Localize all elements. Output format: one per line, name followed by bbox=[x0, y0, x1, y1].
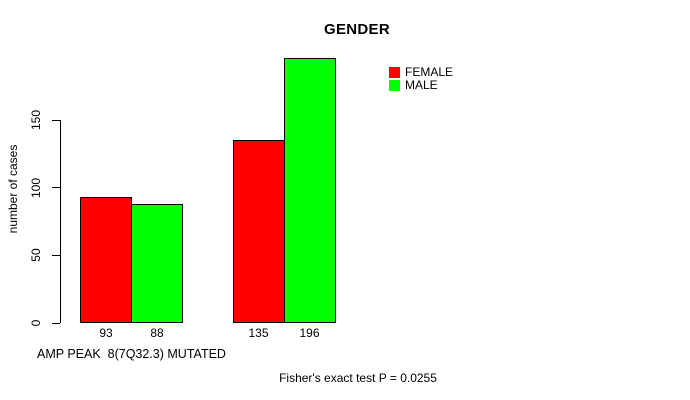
legend-item-female: FEMALE bbox=[389, 66, 453, 79]
y-tick-label: 50 bbox=[29, 248, 43, 263]
y-tick bbox=[52, 254, 60, 256]
legend: FEMALE MALE bbox=[389, 66, 453, 92]
y-tick bbox=[52, 322, 60, 324]
bar-value-label: 135 bbox=[248, 326, 269, 340]
legend-item-male: MALE bbox=[389, 79, 453, 92]
bar-male-group2 bbox=[283, 57, 336, 323]
legend-swatch-female bbox=[389, 67, 400, 78]
bar-female-group2 bbox=[232, 140, 285, 323]
bar-value-label: 93 bbox=[99, 326, 113, 340]
y-axis bbox=[60, 120, 61, 323]
bar-value-label: 88 bbox=[150, 326, 164, 340]
annotation-fisher-test: Fisher's exact test P = 0.0255 bbox=[279, 371, 437, 385]
y-tick-label: 0 bbox=[29, 319, 43, 327]
legend-label: MALE bbox=[405, 78, 438, 92]
y-axis-label: number of cases bbox=[6, 144, 20, 234]
legend-swatch-male bbox=[389, 80, 400, 91]
bar-male-group1 bbox=[131, 203, 183, 323]
y-tick-label: 100 bbox=[29, 177, 43, 198]
chart-title: GENDER bbox=[324, 21, 390, 38]
y-tick-label: 150 bbox=[29, 109, 43, 131]
x-axis-label: AMP PEAK 8(7Q32.3) MUTATED bbox=[37, 347, 226, 361]
bar-female-group1 bbox=[80, 197, 132, 323]
y-tick bbox=[52, 119, 60, 121]
bar-value-label: 196 bbox=[299, 326, 320, 340]
y-tick bbox=[52, 187, 60, 189]
legend-label: FEMALE bbox=[405, 65, 454, 79]
